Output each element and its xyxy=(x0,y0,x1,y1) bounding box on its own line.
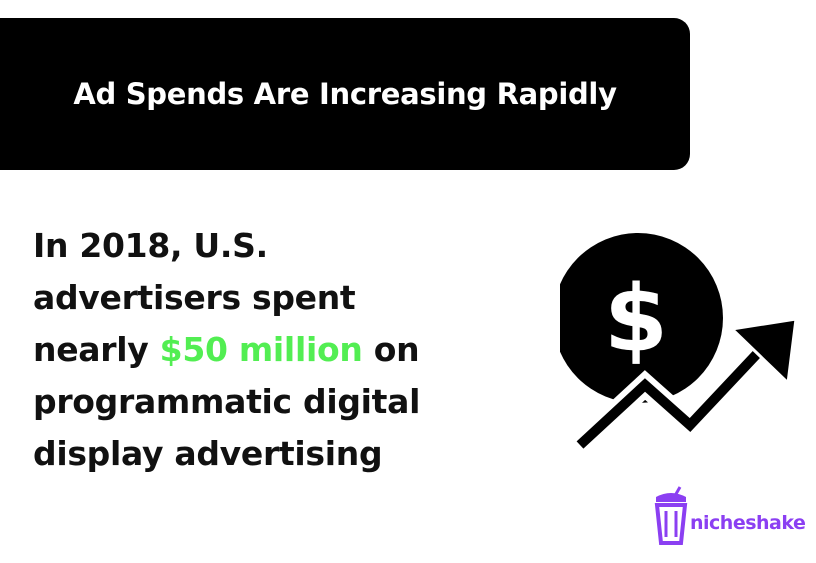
statement-line: In 2018, U.S. xyxy=(33,226,268,265)
statement-line: nearly $50 million on xyxy=(33,324,420,376)
title: Ad Spends Are Increasing Rapidly xyxy=(73,77,617,111)
dollar-sign: $ xyxy=(604,265,668,372)
lid xyxy=(656,493,686,502)
statement-text: nearly xyxy=(33,330,149,369)
coin xyxy=(560,233,723,403)
title-banner: Ad Spends Are Increasing Rapidly xyxy=(0,18,690,170)
arrow-line xyxy=(576,336,774,449)
arrow-head xyxy=(728,317,798,387)
statement-text: on xyxy=(373,330,420,369)
statement: In 2018, U.S. advertisers spent nearly $… xyxy=(33,220,420,480)
statement-line: advertisers spent xyxy=(33,278,356,317)
growth-icon: $ xyxy=(560,233,798,454)
statement-line: programmatic digital xyxy=(33,382,421,421)
logo-cup xyxy=(654,486,688,545)
highlight: $50 million xyxy=(159,330,363,369)
statement-line: display advertising xyxy=(33,434,383,473)
brand-name: nicheshake xyxy=(690,512,806,534)
cup xyxy=(654,503,688,545)
